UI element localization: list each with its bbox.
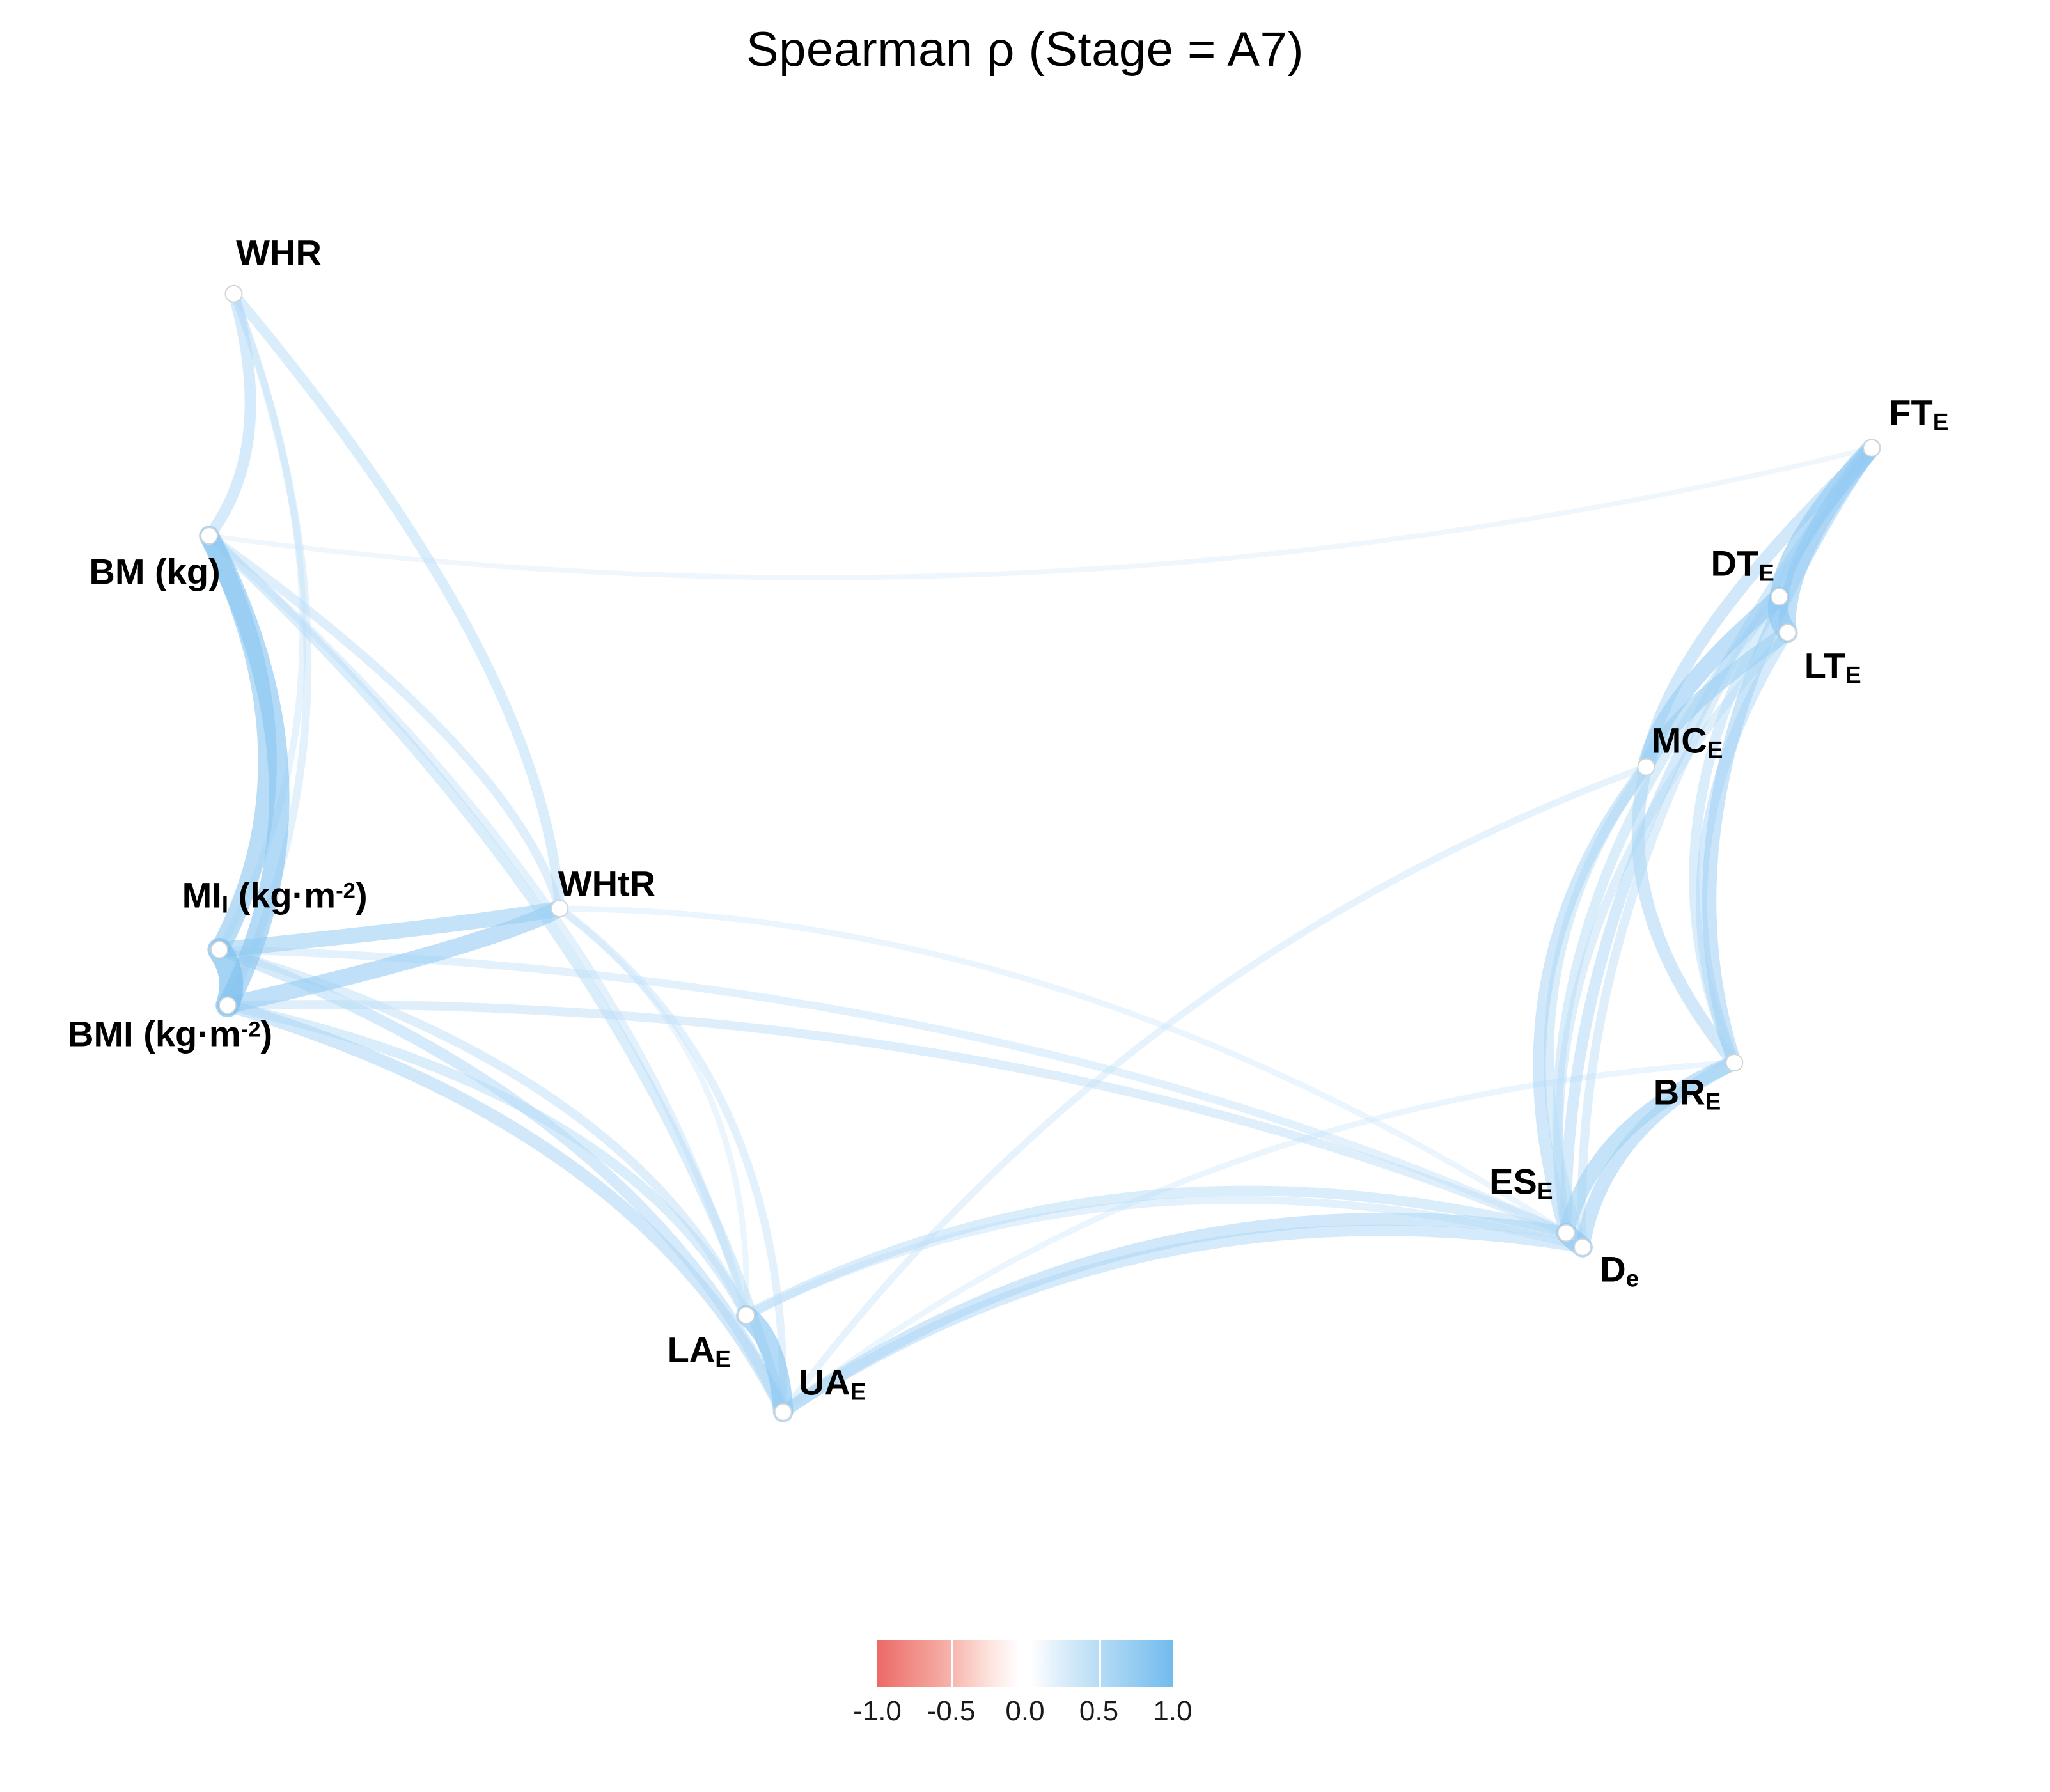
network-node [551, 900, 569, 918]
legend-tick-label: -1.0 [853, 1695, 902, 1727]
legend-tick-label: -0.5 [927, 1695, 976, 1727]
network-node [774, 1403, 792, 1421]
legend-tick-label: 0.5 [1079, 1695, 1119, 1727]
legend-separator [1025, 1640, 1027, 1687]
network-edge [1533, 760, 1653, 1240]
network-edge [741, 1185, 1572, 1321]
network-node [218, 996, 237, 1015]
network-edge [207, 445, 1875, 580]
network-edge [777, 1224, 1588, 1418]
network-node [1574, 1238, 1592, 1256]
network-edge [223, 1000, 1571, 1238]
legend: -1.0 -0.5 0.0 0.5 1.0 [853, 1640, 1193, 1734]
network-edge [199, 526, 290, 1016]
network-edge [204, 531, 788, 1417]
network-edge [1631, 760, 1741, 1070]
network-edge [1558, 1055, 1742, 1241]
network-edge [205, 531, 565, 914]
network-edge [1770, 439, 1881, 606]
network-edge [228, 288, 565, 914]
legend-separator [1099, 1640, 1101, 1687]
network-edge [556, 905, 1569, 1236]
network-edge [776, 1212, 1573, 1419]
network-node [1725, 1054, 1744, 1072]
network-node [200, 527, 219, 545]
legend-tick-label: 0.0 [1005, 1695, 1045, 1727]
network-node [1778, 623, 1797, 642]
network-node [210, 940, 229, 959]
network-edge [779, 763, 1650, 1416]
network-edge [221, 999, 790, 1419]
network-node [737, 1306, 755, 1325]
network-node [1770, 588, 1788, 606]
network-edge [222, 1000, 751, 1321]
network-edge [219, 900, 568, 1014]
network-edge [1638, 588, 1788, 776]
network-node [1863, 439, 1881, 457]
network-edge [736, 1305, 794, 1422]
legend-colorbar [877, 1640, 1173, 1687]
network-edge [203, 288, 256, 541]
network-edge [215, 946, 1570, 1237]
legend-separator [951, 1640, 953, 1687]
chart-title: Spearman ρ (Stage = A7) [746, 22, 1304, 77]
legend-tick-labels: -1.0 -0.5 0.0 0.5 1.0 [853, 1695, 1193, 1734]
legend-tick-label: 1.0 [1153, 1695, 1193, 1727]
network-edge [556, 905, 750, 1318]
network-node [1637, 758, 1655, 776]
network-edge [556, 904, 788, 1416]
network-node [1557, 1224, 1576, 1242]
network-node [224, 284, 243, 303]
